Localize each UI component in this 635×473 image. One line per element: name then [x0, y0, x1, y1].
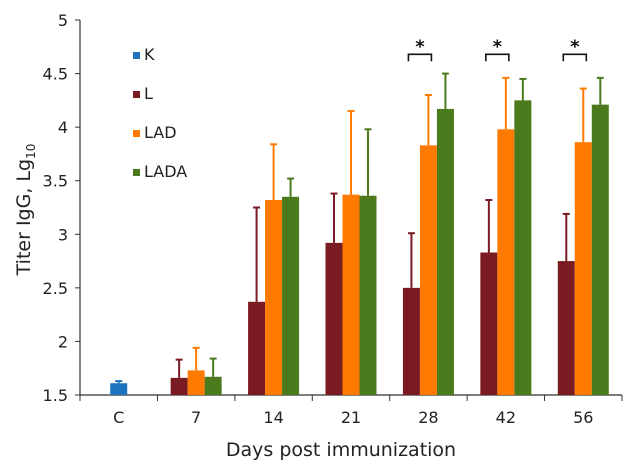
y-tick-label: 4 [58, 118, 68, 137]
y-axis-label-subscript: 10 [24, 144, 38, 159]
legend-swatch-lad [133, 130, 140, 137]
bar-lad-21 [342, 194, 360, 395]
y-tick-label: 3 [58, 225, 68, 244]
significance-star: * [493, 36, 503, 57]
x-tick-label: 42 [496, 408, 516, 427]
significance-bracket [407, 53, 433, 62]
legend-label-lad: LAD [144, 123, 177, 142]
legend-swatch-lada [133, 169, 140, 176]
x-tick-label: 21 [341, 408, 361, 427]
bar-lad-42 [497, 129, 515, 396]
y-tick-label: 2 [58, 332, 68, 351]
y-axis-label-main: Titer IgG, Lg [13, 159, 35, 276]
legend-swatch-l [133, 91, 140, 98]
legend-swatch-k [133, 52, 140, 59]
bar-l-21 [325, 242, 343, 395]
bars-group [110, 100, 609, 396]
bar-l-42 [480, 252, 498, 395]
x-tick-label: 56 [573, 408, 593, 427]
x-axis-label: Days post immunization [226, 439, 456, 461]
bar-lada-56 [591, 104, 609, 396]
bar-l-28 [402, 287, 420, 395]
bar-k-C [110, 383, 128, 395]
legend: K L LAD LADA [133, 45, 187, 181]
x-tick-label: C [113, 408, 124, 427]
y-tick-label: 4.5 [43, 65, 68, 84]
bar-l-56 [557, 261, 575, 395]
bar-l-7 [170, 377, 188, 395]
legend-label-lada: LADA [144, 162, 187, 181]
significance-star: * [415, 36, 425, 57]
error-bars-group [115, 72, 604, 384]
bar-lad-14 [265, 200, 283, 395]
bar-lad-56 [574, 142, 592, 395]
axes: 1.5 2 2.5 3 3.5 4 4.5 5 C 7 14 21 28 42 56 [43, 11, 623, 427]
bar-lada-28 [436, 108, 454, 395]
bar-lada-21 [359, 195, 377, 395]
bar-lad-28 [419, 145, 437, 395]
legend-label-k: K [144, 45, 155, 64]
bar-lad-7 [187, 370, 205, 395]
bar-l-14 [248, 301, 266, 395]
x-tick-label: 14 [263, 408, 283, 427]
legend-label-l: L [144, 84, 153, 103]
x-tick-label: 28 [418, 408, 438, 427]
bar-lada-42 [514, 100, 532, 395]
y-tick-label: 5 [58, 11, 68, 30]
significance-bracket [485, 53, 510, 62]
significance-group: * * * [407, 36, 588, 62]
significance-star: * [570, 36, 580, 57]
y-tick-label: 2.5 [43, 279, 68, 298]
x-tick-label: 7 [191, 408, 201, 427]
bar-lada-14 [282, 196, 300, 395]
y-tick-label: 1.5 [43, 386, 68, 405]
significance-bracket [562, 53, 588, 62]
bar-lada-7 [204, 376, 222, 395]
y-tick-label: 3.5 [43, 172, 68, 191]
y-axis-label: Titer IgG, Lg10 [13, 144, 38, 277]
